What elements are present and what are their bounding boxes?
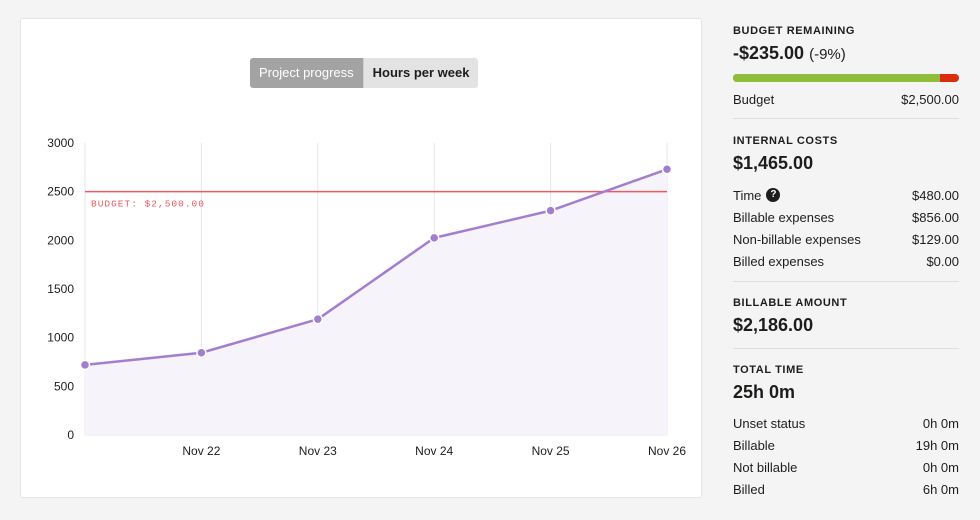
internal-costs-value: $1,465.00 <box>733 153 814 173</box>
billable-expenses-value: $856.00 <box>912 209 959 225</box>
billable-expenses-row: Billable expenses $856.00 <box>733 207 959 227</box>
time-cost-label: Time <box>733 187 762 203</box>
time-cost-row: Time? $480.00 <box>733 185 959 205</box>
data-point <box>79 359 91 371</box>
billed-expenses-row: Billed expenses $0.00 <box>733 251 959 271</box>
y-tick-label: 0 <box>67 428 74 442</box>
y-tick-label: 500 <box>54 379 74 393</box>
data-point <box>196 347 207 359</box>
unset-status-value: 0h 0m <box>922 415 959 431</box>
billed-expenses-value: $0.00 <box>926 253 959 269</box>
budget-remaining-title: BUDGET REMAINING <box>733 25 856 37</box>
data-point <box>312 313 324 325</box>
y-tick-label: 3000 <box>47 136 74 150</box>
not-billable-time-label: Not billable <box>733 459 798 475</box>
x-tick-label: Nov 26 <box>648 444 686 458</box>
divider <box>733 118 959 119</box>
question-circle-icon[interactable]: ? <box>766 188 781 202</box>
budget-progress-bar <box>733 74 959 82</box>
time-cost-value: $480.00 <box>912 187 959 203</box>
unset-status-row: Unset status 0h 0m <box>733 413 959 433</box>
series-line <box>84 168 668 367</box>
budget-row: Budget $2,500.00 <box>733 89 959 109</box>
budget-remaining-value: -$235.00 (-9%) <box>733 43 846 63</box>
billed-time-row: Billed 6h 0m <box>733 479 959 499</box>
budget-progress-fill <box>733 74 940 82</box>
billable-amount-title: BILLABLE AMOUNT <box>733 297 848 309</box>
y-tick-label: 1000 <box>47 331 74 345</box>
billable-time-value: 19h 0m <box>915 437 959 453</box>
x-tick-label: Nov 24 <box>415 444 453 458</box>
budget-line-label: BUDGET: $2,500.00 <box>91 199 205 210</box>
billable-amount-value: $2,186.00 <box>733 315 814 335</box>
divider <box>733 281 959 282</box>
total-time-title: TOTAL TIME <box>733 364 804 376</box>
progress-chart-card: Project progress Hours per week 0 500 1000… <box>20 18 702 498</box>
billed-time-value: 6h 0m <box>922 481 959 497</box>
internal-costs-title: INTERNAL COSTS <box>733 135 838 147</box>
non-billable-expenses-row: Non-billable expenses $129.00 <box>733 229 959 249</box>
y-tick-label: 1500 <box>47 282 74 296</box>
not-billable-time-value: 0h 0m <box>922 459 959 475</box>
non-billable-expenses-label: Non-billable expenses <box>733 231 861 247</box>
project-progress-chart: 0 500 1000 1500 2000 2500 3000 Nov 22 Nov 23 Nov … <box>47 136 686 458</box>
project-progress-tab[interactable]: Project progress <box>250 58 363 88</box>
data-point <box>545 205 556 216</box>
billable-expenses-label: Billable expenses <box>733 209 835 225</box>
hours-per-week-tab[interactable]: Hours per week <box>362 58 479 88</box>
non-billable-expenses-value: $129.00 <box>912 231 959 247</box>
billable-time-row: Billable 19h 0m <box>733 435 959 455</box>
budget-label: Budget <box>733 91 775 107</box>
series-area <box>85 169 667 435</box>
billable-time-label: Billable <box>733 437 775 453</box>
x-tick-label: Nov 25 <box>532 444 570 458</box>
data-point <box>661 164 673 175</box>
budget-remaining-percent: (-9%) <box>809 46 846 63</box>
y-tick-label: 2000 <box>47 233 74 247</box>
billed-time-label: Billed <box>733 481 765 497</box>
billed-expenses-label: Billed expenses <box>733 253 825 269</box>
budget-amount: $2,500.00 <box>901 91 959 107</box>
total-time-value: 25h 0m <box>733 382 796 402</box>
divider <box>733 348 959 349</box>
x-tick-label: Nov 22 <box>182 444 220 458</box>
x-tick-label: Nov 23 <box>299 444 337 458</box>
chart-view-toggle: Project progress Hours per week <box>250 58 479 88</box>
y-tick-label: 2500 <box>47 185 74 199</box>
not-billable-time-row: Not billable 0h 0m <box>733 457 959 477</box>
unset-status-label: Unset status <box>733 415 806 431</box>
data-point <box>428 232 440 244</box>
